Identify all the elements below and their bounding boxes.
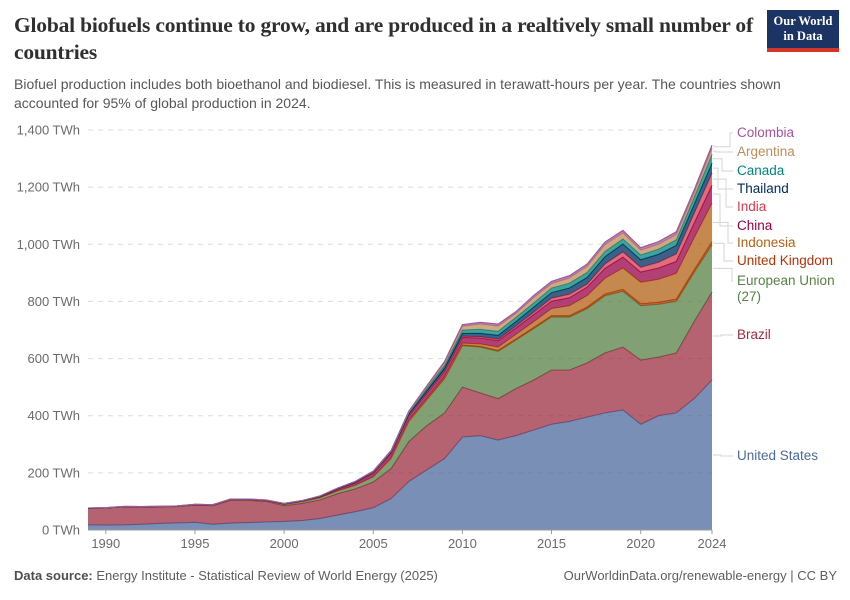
y-tick-label: 1,400 TWh xyxy=(17,123,80,138)
area-line-colombia xyxy=(87,144,713,509)
legend-connector xyxy=(713,334,733,337)
legend-connector xyxy=(713,193,733,227)
x-tick-label: 2015 xyxy=(537,536,566,551)
legend-label-argentina[interactable]: Argentina xyxy=(737,144,795,159)
legend-label-indonesia[interactable]: Indonesia xyxy=(737,235,796,250)
legend-connector xyxy=(713,178,733,208)
legend-connector xyxy=(713,242,733,262)
credit-link[interactable]: OurWorldinData.org/renewable-energy | CC… xyxy=(563,568,837,583)
legend-connector xyxy=(713,132,733,148)
chart-subtitle: Biofuel production includes both bioetha… xyxy=(14,76,781,111)
legend-label-thailand[interactable]: Thailand xyxy=(737,181,789,196)
x-tick-label: 2020 xyxy=(626,536,655,551)
area-brazil[interactable] xyxy=(88,292,712,526)
x-tick-label: 2005 xyxy=(359,536,388,551)
x-tick-label: 1990 xyxy=(91,536,120,551)
y-tick-label: 200 TWh xyxy=(27,465,80,480)
legend-label-united-kingdom[interactable]: United Kingdom xyxy=(737,253,834,268)
legend-label-brazil[interactable]: Brazil xyxy=(737,327,771,342)
page-title: Global biofuels continue to grow, and ar… xyxy=(14,13,753,64)
y-tick-label: 1,000 TWh xyxy=(17,237,80,252)
legend-connector xyxy=(713,454,733,457)
legend-label-india[interactable]: India xyxy=(737,199,767,214)
owid-logo-line2: in Data xyxy=(783,29,823,43)
data-source: Data source: Energy Institute - Statisti… xyxy=(14,568,438,583)
y-tick-label: 600 TWh xyxy=(27,351,80,366)
data-source-text: Energy Institute - Statistical Review of… xyxy=(92,568,438,583)
legend-label-european-union-27-[interactable]: European Union (27) xyxy=(737,273,835,304)
legend-connector xyxy=(713,150,733,153)
legend-label-colombia[interactable]: Colombia xyxy=(737,125,795,140)
x-tick-label: 1995 xyxy=(181,536,210,551)
area-united-states[interactable] xyxy=(88,380,712,530)
x-tick-label: 2024 xyxy=(698,536,727,551)
legend-connector xyxy=(713,267,733,282)
y-tick-label: 400 TWh xyxy=(27,408,80,423)
x-tick-label: 2010 xyxy=(448,536,477,551)
legend-connector xyxy=(713,221,733,244)
owid-logo[interactable]: Our World in Data xyxy=(767,10,839,52)
owid-logo-line1: Our World xyxy=(773,14,833,28)
legend-connector xyxy=(713,158,733,172)
y-tick-label: 800 TWh xyxy=(27,294,80,309)
legend-label-china[interactable]: China xyxy=(737,218,773,233)
x-tick-label: 2000 xyxy=(270,536,299,551)
legend-label-united-states[interactable]: United States xyxy=(737,448,819,463)
y-tick-label: 0 TWh xyxy=(42,523,80,538)
legend-label-canada[interactable]: Canada xyxy=(737,163,785,178)
data-source-label: Data source: xyxy=(14,568,93,583)
y-tick-label: 1,200 TWh xyxy=(17,180,80,195)
